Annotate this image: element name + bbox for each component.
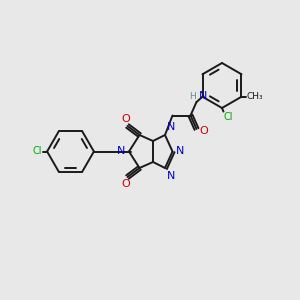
Text: CH₃: CH₃	[247, 92, 263, 101]
Text: O: O	[122, 179, 130, 189]
Text: Cl: Cl	[224, 112, 233, 122]
Text: N: N	[167, 171, 175, 181]
Text: H: H	[189, 92, 196, 100]
Text: N: N	[199, 91, 207, 100]
Text: N: N	[176, 146, 184, 157]
Text: Cl: Cl	[32, 146, 42, 157]
Text: N: N	[167, 122, 175, 132]
Text: O: O	[200, 125, 208, 136]
Text: O: O	[122, 114, 130, 124]
Text: N: N	[117, 146, 125, 157]
